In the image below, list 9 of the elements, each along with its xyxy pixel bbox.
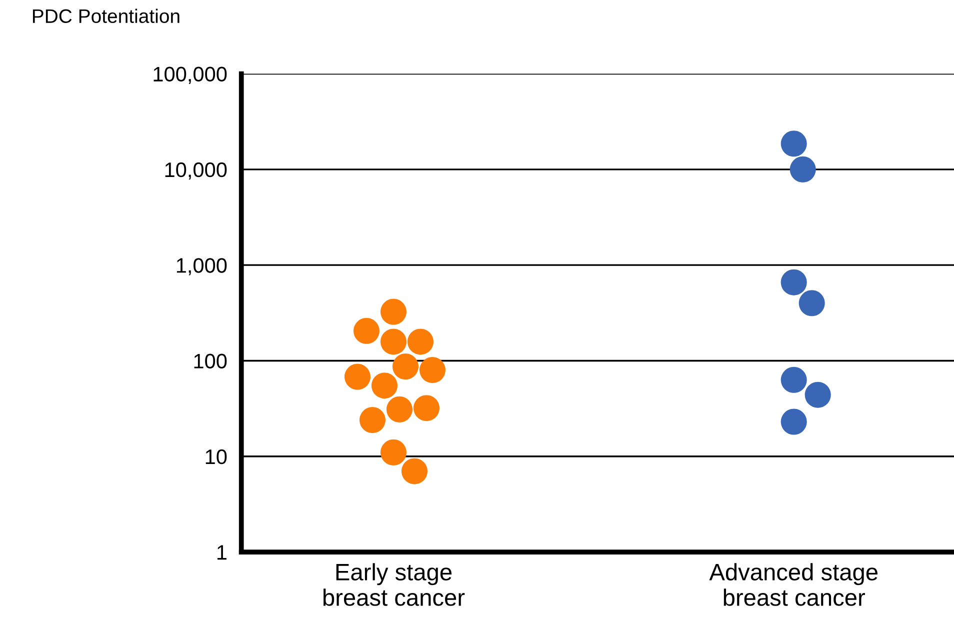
y-tick-label: 1,000 xyxy=(176,258,227,276)
y-tick-label: 10,000 xyxy=(165,162,227,180)
y-tick-label: 100 xyxy=(194,354,227,368)
y-axis-title: PDC Potentiation xyxy=(32,8,180,24)
y-tick-label: 1 xyxy=(217,545,226,560)
y-tick-label: 10 xyxy=(206,449,227,464)
x-tick-label: Advanced stage breast cancer xyxy=(709,563,878,606)
x-tick-label: Early stage breast cancer xyxy=(324,563,465,606)
y-tick-label: 100,000 xyxy=(154,66,227,84)
